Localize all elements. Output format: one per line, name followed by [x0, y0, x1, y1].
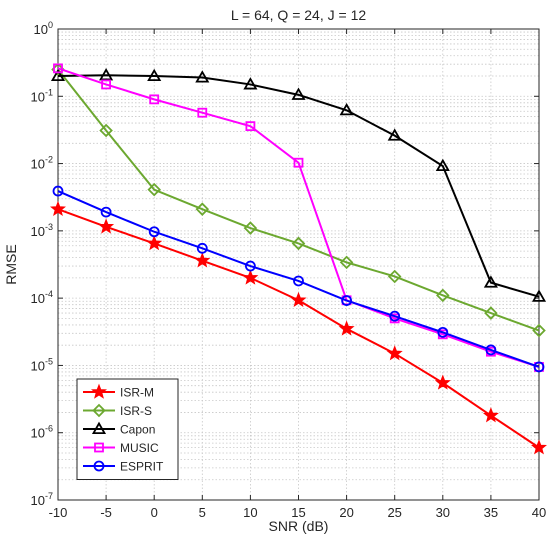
data-point-isr-s	[99, 123, 113, 138]
data-point-esprit	[148, 226, 160, 238]
data-point-capon	[243, 77, 258, 90]
y-tick-label: 10-4	[31, 289, 53, 306]
x-tick-label: 20	[339, 505, 353, 520]
x-tick-label: -5	[100, 505, 112, 520]
data-point-capon	[99, 67, 114, 81]
data-point-isr-s	[195, 202, 210, 216]
y-tick-label: 10-2	[31, 155, 53, 172]
data-point-esprit	[196, 242, 208, 254]
series-capon	[50, 67, 547, 302]
y-tick-label: 10-5	[31, 356, 53, 373]
series-line-esprit	[57, 190, 540, 368]
legend-label-esprit: ESPRIT	[120, 460, 164, 474]
x-tick-label: 25	[387, 505, 401, 520]
data-point-isr-m	[386, 345, 403, 361]
data-point-esprit	[293, 275, 304, 287]
data-point-isr-s	[339, 255, 354, 270]
series-esprit	[52, 185, 545, 373]
x-tick-label: 10	[243, 505, 257, 520]
data-point-isr-m	[98, 218, 115, 234]
data-point-isr-m	[290, 291, 307, 308]
x-tick-label: 35	[484, 505, 498, 520]
data-point-isr-s	[532, 323, 546, 338]
data-point-esprit	[437, 326, 449, 338]
data-point-esprit	[533, 361, 545, 373]
y-tick-label: 10-1	[31, 87, 53, 104]
y-tick-label: 10-3	[31, 222, 53, 239]
data-point-music	[293, 157, 304, 168]
legend-marker-isr-s	[92, 403, 106, 418]
y-tick-label: 100	[34, 20, 53, 37]
x-tick-label: 0	[151, 505, 158, 520]
data-point-capon	[435, 158, 450, 172]
legend-label-isr-m: ISR-M	[120, 386, 154, 400]
x-tick-label: 5	[199, 505, 206, 520]
data-point-isr-m	[194, 252, 211, 268]
data-point-capon	[291, 87, 306, 100]
series-line-isr-s	[57, 68, 540, 332]
legend: ISR-M ISR-S Capon MUSIC ESPRIT	[76, 378, 179, 480]
x-tick-label: -10	[49, 505, 68, 520]
legend-marker-isr-m	[91, 383, 107, 399]
data-point-capon	[387, 128, 402, 141]
legend-label-capon: Capon	[120, 423, 155, 437]
data-point-isr-s	[147, 182, 161, 197]
legend-marker-capon	[91, 421, 107, 435]
data-point-esprit	[52, 185, 64, 197]
series-line-capon	[57, 74, 540, 298]
axes: -10 -5 0 5 10 15 20 25 30 35 40 100 10-1 10-2 10-3 10-4…	[31, 20, 547, 520]
data-point-capon	[50, 68, 66, 82]
data-point-isr-m	[50, 200, 66, 216]
series-line-music	[57, 67, 540, 368]
data-point-music	[245, 121, 256, 132]
data-point-esprit	[341, 295, 353, 306]
y-axis-label: RMSE	[3, 244, 19, 284]
data-point-esprit	[485, 344, 497, 356]
data-point-esprit	[389, 310, 401, 322]
data-point-isr-m	[531, 439, 547, 455]
data-point-capon	[339, 102, 354, 116]
data-point-capon	[195, 70, 210, 83]
data-point-isr-m	[434, 374, 451, 390]
legend-label-isr-s: ISR-S	[120, 404, 152, 418]
data-point-isr-s	[387, 269, 402, 284]
legend-marker-music	[94, 442, 104, 453]
chart-title: L = 64, Q = 24, J = 12	[231, 7, 367, 23]
data-point-isr-s	[291, 236, 306, 251]
x-tick-label: 40	[532, 505, 546, 520]
data-point-isr-s	[243, 221, 258, 235]
y-tick-label: 10-7	[31, 491, 53, 508]
legend-label-music: MUSIC	[120, 441, 159, 455]
data-point-esprit	[100, 206, 112, 218]
x-axis-label: SNR (dB)	[269, 518, 329, 534]
y-tick-label: 10-6	[31, 424, 53, 441]
series	[50, 62, 547, 455]
data-point-isr-s	[484, 306, 498, 320]
data-point-music	[149, 94, 160, 105]
series-isr-m	[50, 200, 547, 455]
x-tick-label: 15	[291, 505, 305, 520]
data-point-isr-m	[482, 407, 499, 423]
data-point-music	[53, 63, 63, 74]
data-point-isr-m	[338, 320, 355, 336]
data-point-capon	[531, 289, 547, 302]
data-point-music	[101, 79, 111, 90]
data-point-capon	[483, 275, 498, 288]
data-point-isr-m	[242, 269, 259, 285]
x-tick-label: 30	[436, 505, 450, 520]
legend-marker-esprit	[93, 460, 105, 472]
data-point-esprit	[244, 260, 256, 272]
data-point-isr-s	[436, 288, 450, 303]
data-point-isr-m	[146, 235, 163, 251]
data-point-capon	[147, 68, 162, 82]
data-point-music	[197, 107, 208, 118]
